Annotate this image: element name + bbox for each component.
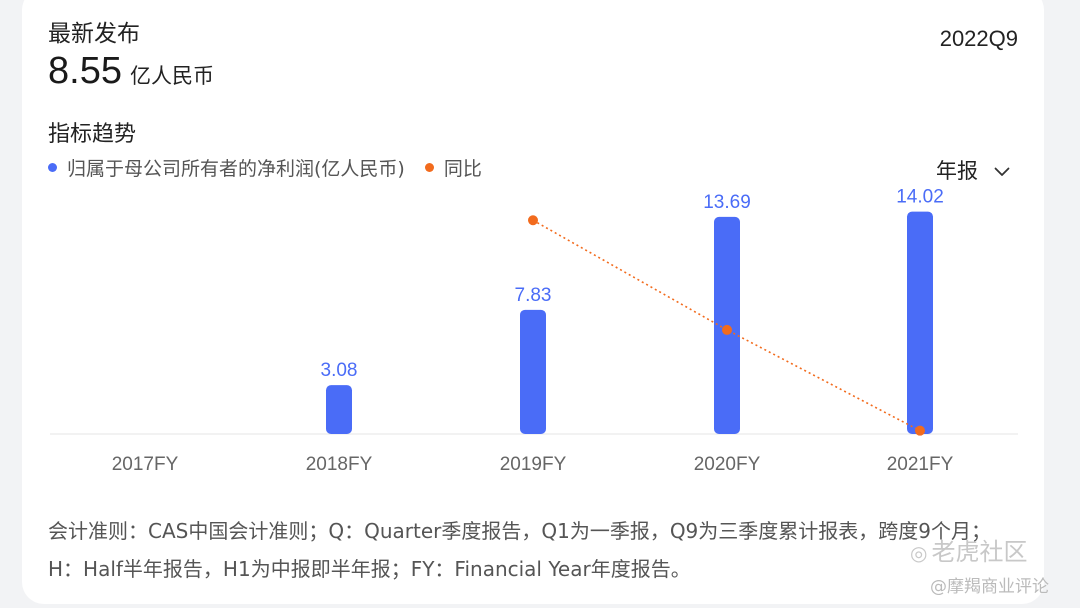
- legend-dot-bar: [48, 163, 57, 172]
- chevron-down-icon: [994, 158, 1010, 182]
- period-select-dropdown[interactable]: 年报: [936, 155, 1010, 185]
- bar-2018FY: [326, 385, 352, 434]
- tick-label-2020FY: 2020FY: [694, 454, 761, 475]
- bar-2021FY: [907, 211, 933, 434]
- latest-release-label: 最新发布: [48, 21, 140, 47]
- tick-label-2017FY: 2017FY: [112, 454, 179, 475]
- yoy-point-2021FY: [915, 425, 925, 436]
- legend-dot-line: [424, 163, 434, 172]
- legend-label-net-profit: 归属于母公司所有者的净利润(亿人民币): [67, 158, 405, 180]
- tick-label-2019FY: 2019FY: [500, 454, 567, 475]
- net-profit-chart: 2017FY 3.08 2018FY 7.83 2019FY 13.69 2020FY 14.…: [50, 187, 1018, 475]
- indicator-card: [22, 0, 1044, 604]
- report-period: 2022Q9: [939, 26, 1018, 51]
- latest-unit: 亿人民币: [129, 64, 214, 88]
- watermark-handle: @摩羯商业评论: [930, 577, 1049, 597]
- data-label-2021FY: 14.02: [896, 187, 944, 208]
- legend-item-yoy[interactable]: 同比: [424, 154, 482, 181]
- legend-label-yoy: 同比: [443, 158, 482, 180]
- data-label-2018FY: 3.08: [321, 360, 358, 381]
- latest-value-row: 8.55 亿人民币: [48, 50, 214, 93]
- weibo-icon: ◎: [910, 541, 928, 565]
- bar-2019FY: [520, 309, 546, 434]
- latest-value: 8.55: [48, 50, 122, 92]
- section-title: 指标趋势: [48, 122, 137, 147]
- legend-item-net-profit[interactable]: 归属于母公司所有者的净利润(亿人民币): [48, 154, 405, 181]
- accounting-footnote: 会计准则：CAS中国会计准则；Q：Quarter季度报告，Q1为一季报，Q9为三…: [48, 519, 992, 581]
- period-select-label: 年报: [936, 159, 978, 183]
- tick-label-2021FY: 2021FY: [887, 454, 954, 475]
- watermark-text: 老虎社区: [931, 538, 1028, 566]
- data-label-2020FY: 13.69: [703, 192, 751, 213]
- yoy-point-2019FY: [528, 215, 538, 226]
- data-label-2019FY: 7.83: [515, 285, 552, 306]
- watermark-logo: ◎ 老虎社区: [910, 532, 1027, 567]
- chart-legend: 归属于母公司所有者的净利润(亿人民币) 同比: [48, 154, 482, 181]
- tick-label-2018FY: 2018FY: [306, 454, 373, 475]
- yoy-point-2020FY: [722, 324, 732, 335]
